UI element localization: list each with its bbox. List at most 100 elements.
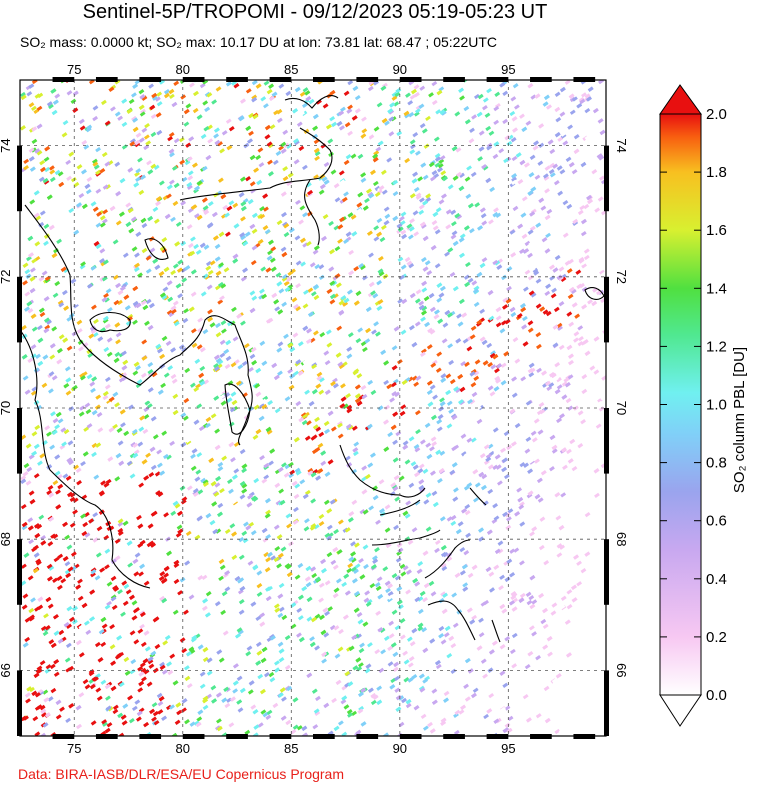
so2-pixel	[485, 125, 492, 132]
so2-pixel	[256, 583, 263, 589]
so2-pixel	[266, 709, 273, 716]
so2-pixel	[77, 595, 84, 602]
so2-pixel	[484, 112, 491, 118]
so2-pixel	[219, 148, 225, 154]
so2-pixel	[463, 274, 470, 280]
so2-pixel	[43, 240, 49, 246]
so2-pixel	[387, 661, 394, 667]
so2-pixel	[30, 105, 37, 112]
so2-pixel	[171, 378, 178, 384]
so2-pixel	[514, 104, 520, 110]
frame-segment	[356, 734, 379, 739]
so2-pixel	[162, 286, 169, 292]
so2-pixel	[115, 339, 121, 345]
so2-pixel	[99, 248, 106, 254]
so2-pixel	[351, 499, 358, 506]
so2-pixel	[347, 562, 354, 569]
so2-pixel	[32, 423, 39, 429]
so2-pixel	[100, 641, 107, 648]
so2-pixel	[530, 292, 537, 298]
so2-pixel	[362, 275, 368, 281]
so2-pixel	[215, 86, 222, 92]
so2-pixel	[244, 729, 251, 736]
so2-pixel	[497, 540, 504, 546]
so2-pixel	[404, 256, 411, 263]
so2-pixel	[104, 384, 111, 390]
so2-pixel	[337, 720, 344, 726]
so2-pixel	[406, 636, 413, 642]
so2-pixel	[78, 692, 85, 698]
lon-tick-label: 80	[176, 741, 190, 756]
so2-pixel	[361, 128, 368, 134]
so2-pixel	[481, 473, 488, 480]
so2-pixel	[383, 732, 389, 736]
so2-pixel	[509, 110, 516, 117]
so2-pixel	[264, 566, 271, 573]
so2-pixel	[388, 116, 395, 122]
lon-tick-label: 75	[67, 62, 81, 77]
so2-pixel	[338, 300, 345, 306]
so2-pixel	[324, 359, 331, 366]
so2-pixel	[118, 681, 125, 688]
so2-pixel	[473, 375, 480, 381]
so2-pixel	[252, 496, 259, 502]
so2-pixel	[167, 135, 173, 142]
so2-pixel	[589, 354, 596, 361]
lon-tick-label: 85	[284, 62, 298, 77]
so2-pixel	[492, 464, 499, 470]
so2-pixel	[95, 394, 102, 400]
so2-pixel	[598, 661, 605, 668]
so2-pixel	[238, 139, 245, 145]
so2-pixel	[439, 450, 446, 456]
so2-pixel	[35, 215, 42, 221]
so2-pixel	[198, 378, 205, 385]
so2-pixel	[133, 449, 140, 455]
so2-pixel	[100, 447, 106, 453]
so2-pixel	[122, 252, 129, 258]
so2-pixel	[96, 695, 103, 702]
lat-tick-label: 72	[0, 270, 13, 284]
so2-pixel	[358, 705, 365, 712]
so2-pixel	[405, 702, 412, 709]
so2-pixel	[482, 105, 488, 111]
so2-pixel	[272, 635, 279, 641]
so2-pixel	[128, 98, 135, 105]
so2-pixel	[43, 499, 50, 505]
frame-segment	[604, 145, 609, 212]
so2-pixel	[431, 433, 438, 439]
so2-pixel	[474, 482, 481, 488]
so2-pixel	[53, 248, 59, 254]
so2-pixel	[445, 373, 452, 379]
so2-pixel	[438, 199, 445, 205]
so2-pixel	[133, 571, 140, 577]
so2-pixel	[468, 138, 475, 144]
so2-pixel	[581, 286, 588, 292]
so2-pixel	[131, 705, 138, 712]
so2-pixel	[403, 659, 410, 665]
so2-pixel	[573, 331, 580, 337]
so2-pixel	[183, 121, 190, 127]
so2-pixel	[284, 664, 291, 671]
so2-pixel	[181, 647, 188, 654]
so2-pixel	[65, 717, 72, 724]
so2-pixel	[410, 461, 417, 467]
so2-pixel	[443, 690, 450, 697]
so2-pixel	[381, 189, 388, 195]
so2-pixel	[431, 80, 438, 87]
so2-pixel	[596, 682, 603, 688]
so2-pixel	[405, 500, 412, 506]
so2-pixel	[605, 660, 606, 666]
so2-pixel	[318, 597, 324, 603]
so2-pixel	[337, 361, 344, 367]
so2-pixel	[345, 154, 352, 160]
so2-pixel	[157, 700, 164, 707]
so2-pixel	[302, 102, 308, 108]
so2-pixel	[205, 265, 212, 271]
so2-pixel	[306, 211, 313, 217]
so2-pixel	[311, 688, 318, 694]
so2-pixel	[437, 163, 444, 169]
so2-pixel	[185, 530, 192, 537]
so2-pixel	[443, 632, 450, 638]
so2-pixel	[473, 301, 480, 308]
so2-pixel	[425, 115, 431, 121]
